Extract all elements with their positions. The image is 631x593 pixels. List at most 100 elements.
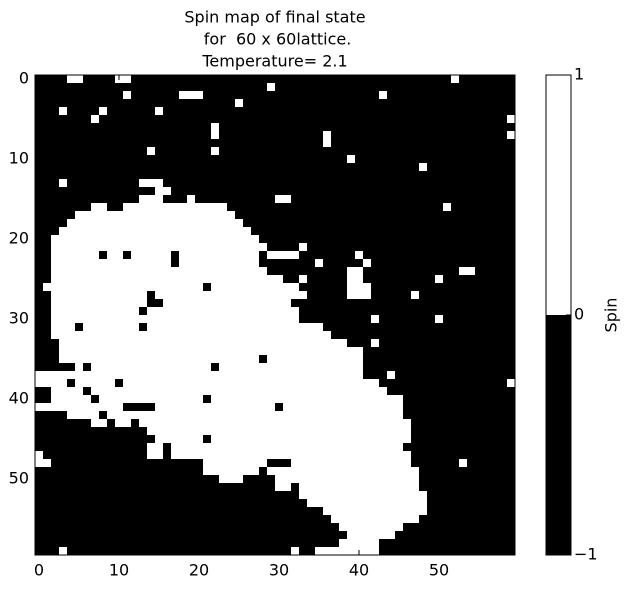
cell: [339, 235, 348, 244]
cell: [227, 483, 236, 492]
cell: [171, 147, 180, 156]
cell: [195, 123, 204, 132]
colorbar-label: Spin: [602, 298, 621, 333]
cell: [123, 371, 132, 380]
cell: [163, 515, 172, 524]
cell: [315, 203, 324, 212]
cell: [187, 227, 196, 236]
cell: [451, 379, 460, 388]
cell: [459, 331, 468, 340]
cell: [131, 307, 140, 316]
cell: [283, 75, 292, 84]
cell: [91, 323, 100, 332]
cell: [211, 395, 220, 404]
cell: [259, 459, 268, 468]
cell: [235, 91, 244, 100]
cell: [107, 427, 116, 436]
cell: [507, 531, 516, 540]
cell: [427, 171, 436, 180]
cell: [171, 347, 180, 356]
cell: [203, 147, 212, 156]
cell: [435, 419, 444, 428]
cell: [291, 331, 300, 340]
cell: [387, 211, 396, 220]
cell: [427, 83, 436, 92]
cell: [331, 147, 340, 156]
cell: [43, 251, 52, 260]
cell: [203, 395, 212, 404]
cell: [299, 267, 308, 276]
cell: [251, 107, 260, 116]
cell: [307, 411, 316, 420]
cell: [403, 339, 412, 348]
cell: [75, 259, 84, 268]
cell: [67, 195, 76, 204]
cell: [235, 387, 244, 396]
cell: [67, 259, 76, 268]
cell: [323, 163, 332, 172]
cell: [43, 123, 52, 132]
cell: [307, 547, 316, 556]
cell: [35, 323, 44, 332]
cell: [259, 283, 268, 292]
cell: [443, 195, 452, 204]
cell: [347, 211, 356, 220]
cell: [83, 387, 92, 396]
cell: [123, 403, 132, 412]
cell: [267, 323, 276, 332]
cell: [155, 403, 164, 412]
cell: [411, 315, 420, 324]
cell: [267, 427, 276, 436]
cell: [275, 91, 284, 100]
cell: [155, 243, 164, 252]
cell: [403, 483, 412, 492]
cell: [475, 547, 484, 556]
cell: [315, 219, 324, 228]
cell: [331, 259, 340, 268]
cell: [115, 483, 124, 492]
cell: [499, 155, 508, 164]
cell: [235, 419, 244, 428]
cell: [235, 187, 244, 196]
cell: [491, 107, 500, 116]
cell: [363, 195, 372, 204]
cell: [203, 347, 212, 356]
cell: [299, 387, 308, 396]
cell: [171, 211, 180, 220]
cell: [291, 259, 300, 268]
cell: [51, 347, 60, 356]
cell: [331, 419, 340, 428]
cell: [347, 139, 356, 148]
cell: [363, 371, 372, 380]
cell: [451, 347, 460, 356]
cell: [171, 435, 180, 444]
cell: [475, 427, 484, 436]
cell: [51, 83, 60, 92]
cell: [235, 459, 244, 468]
cell: [211, 427, 220, 436]
cell: [131, 523, 140, 532]
cell: [67, 419, 76, 428]
cell: [291, 483, 300, 492]
cell: [35, 91, 44, 100]
cell: [147, 339, 156, 348]
cell: [363, 299, 372, 308]
cell: [51, 475, 60, 484]
cell: [267, 259, 276, 268]
cell: [323, 139, 332, 148]
cell: [259, 347, 268, 356]
cell: [451, 539, 460, 548]
y-tick-label: 20: [9, 229, 29, 248]
cell: [211, 499, 220, 508]
cell: [219, 235, 228, 244]
cell: [67, 323, 76, 332]
cell: [99, 347, 108, 356]
cell: [419, 467, 428, 476]
cell: [51, 523, 60, 532]
cell: [331, 491, 340, 500]
cell: [451, 211, 460, 220]
cell: [267, 107, 276, 116]
cell: [331, 291, 340, 300]
cell: [91, 499, 100, 508]
cell: [195, 371, 204, 380]
